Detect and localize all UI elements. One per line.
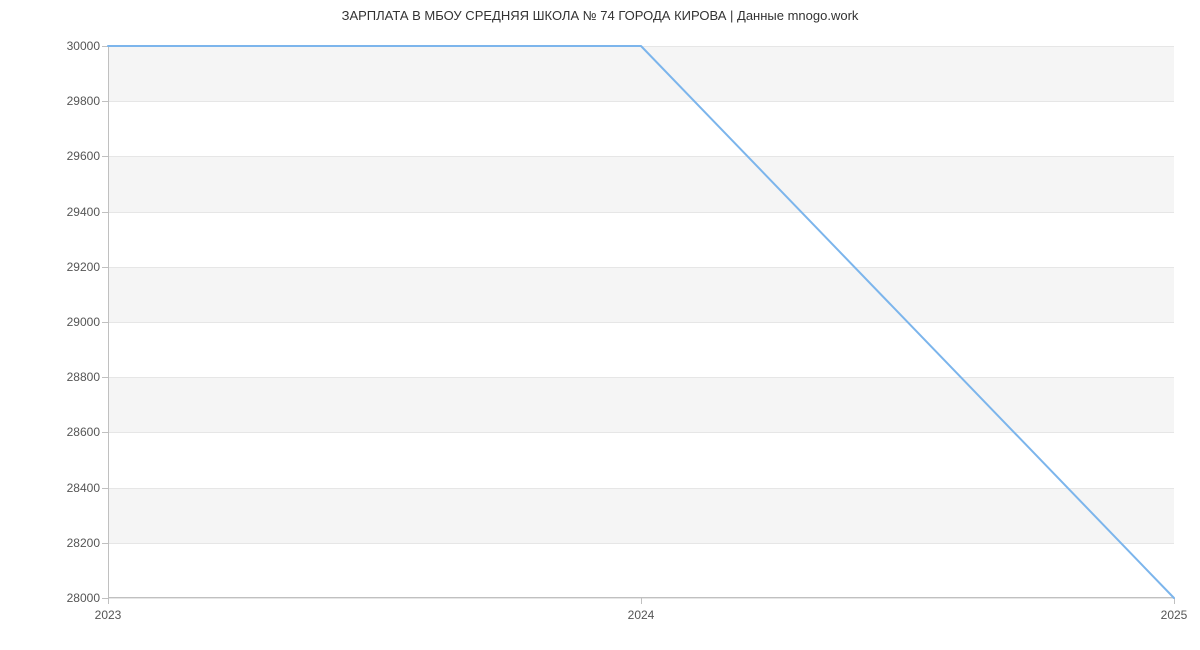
x-tick-mark	[108, 598, 109, 604]
y-tick-label: 28600	[67, 425, 100, 439]
x-tick-label: 2023	[95, 608, 122, 622]
y-tick-label: 29400	[67, 205, 100, 219]
y-tick-label: 28200	[67, 536, 100, 550]
y-tick-label: 28000	[67, 591, 100, 605]
y-tick-label: 29200	[67, 260, 100, 274]
y-tick-label: 29000	[67, 315, 100, 329]
y-tick-label: 29800	[67, 94, 100, 108]
y-tick-label: 28400	[67, 481, 100, 495]
y-tick-label: 28800	[67, 370, 100, 384]
data-line	[108, 46, 1174, 598]
line-layer	[108, 46, 1174, 598]
y-tick-label: 30000	[67, 39, 100, 53]
y-tick-label: 29600	[67, 149, 100, 163]
plot-area: 2800028200284002860028800290002920029400…	[108, 46, 1174, 598]
x-tick-label: 2024	[628, 608, 655, 622]
chart-title: ЗАРПЛАТА В МБОУ СРЕДНЯЯ ШКОЛА № 74 ГОРОД…	[0, 8, 1200, 23]
x-tick-label: 2025	[1161, 608, 1188, 622]
x-tick-mark	[641, 598, 642, 604]
